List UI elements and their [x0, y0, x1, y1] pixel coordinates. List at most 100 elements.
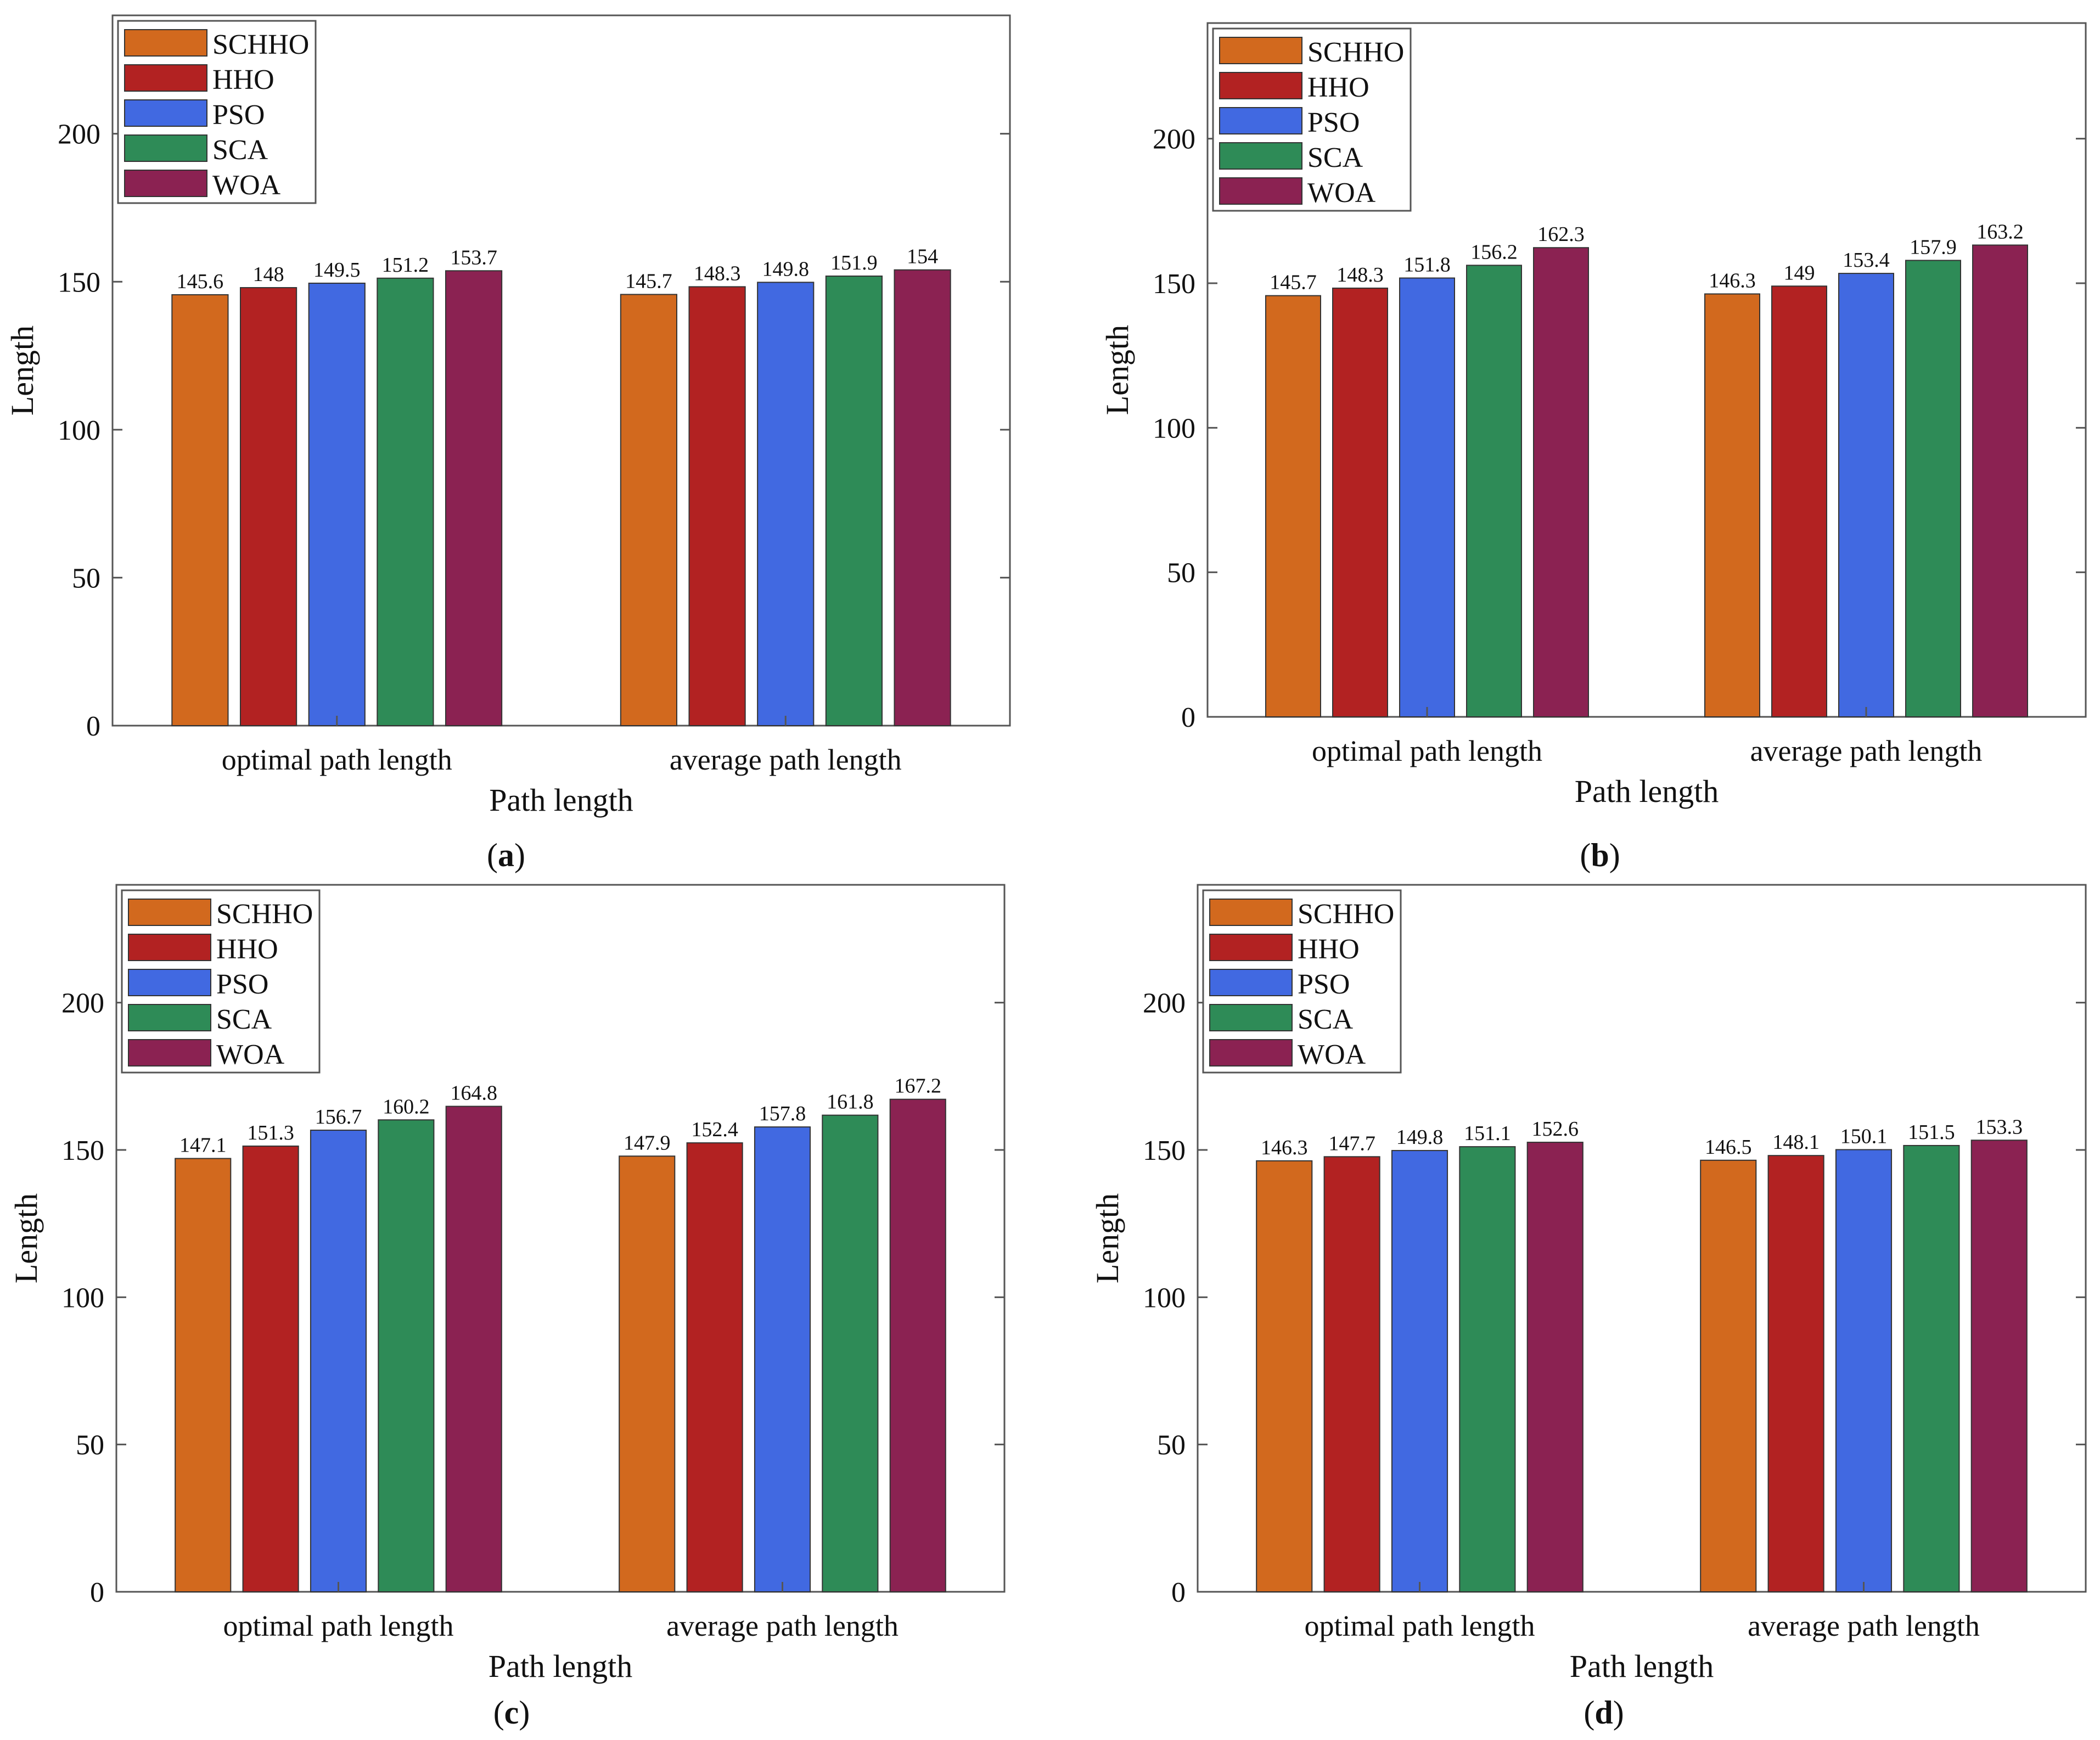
legend-label-schho: SCHHO [1298, 899, 1394, 930]
bar-value-label: 161.8 [827, 1091, 874, 1114]
bar-woa-optimal [445, 270, 503, 726]
legend-label-hho: HHO [216, 934, 278, 965]
x-category-label: average path length [1748, 1609, 1980, 1642]
bar-woa-average [1970, 1140, 2028, 1593]
legend-label-hho: HHO [1307, 72, 1369, 103]
y-tick-label: 0 [86, 711, 100, 742]
bar-pso-optimal [310, 1130, 367, 1592]
bar-sca-average [1903, 1144, 1960, 1592]
bar-pso-optimal [1399, 277, 1455, 717]
y-tick-label: 50 [72, 563, 100, 594]
y-axis-title: Length [1099, 325, 1135, 415]
bar-value-label: 152.6 [1531, 1118, 1579, 1141]
chart-panel-c: 0 50 100 150 200 147.1 151.3 156.7 160.2 164.8 opt… [8, 884, 1006, 1731]
bar-schho-optimal [1256, 1160, 1313, 1592]
x-category-label: average path length [1750, 734, 1983, 767]
bar-value-label: 145.7 [625, 270, 672, 293]
y-tick-label: 0 [1181, 702, 1195, 733]
chart-panel-d: 0 50 100 150 200 146.3 147.7 149.8 151.1 152.6 opt… [1090, 884, 2087, 1731]
bar-hho-average [686, 1142, 743, 1593]
bar-sca-optimal [377, 277, 434, 726]
bar-value-label: 153.3 [1975, 1115, 2023, 1138]
bar-sca-optimal [1459, 1146, 1516, 1592]
y-tick-label: 50 [76, 1430, 104, 1461]
bar-pso-average [1835, 1149, 1893, 1593]
bar-hho-optimal [242, 1146, 299, 1593]
y-tick-label: 200 [1153, 124, 1195, 155]
legend-swatch-schho [128, 899, 211, 926]
bar-hho-average [688, 286, 746, 726]
sub-figure-caption: (b) [1580, 837, 1620, 873]
sub-figure-caption: (d) [1584, 1694, 1624, 1731]
bar-value-label: 167.2 [894, 1075, 941, 1098]
bar-value-label: 149 [1784, 261, 1815, 284]
x-category-label: optimal path length [1305, 1609, 1535, 1642]
legend-swatch-schho [1219, 37, 1302, 64]
bar-hho-optimal [239, 287, 297, 726]
bar-value-label: 146.3 [1709, 269, 1756, 292]
chart-panel-a: 0 50 100 150 200 145.6 148 149.5 151.2 153.7 optim… [4, 14, 1011, 873]
y-tick-label: 0 [90, 1577, 104, 1608]
legend-swatch-sca [1219, 142, 1302, 170]
sub-figure-caption: (a) [487, 837, 525, 873]
legend-label-hho: HHO [212, 64, 274, 96]
legend-label-woa: WOA [1298, 1039, 1366, 1070]
caption-letter: c [504, 1694, 519, 1731]
y-tick-label: 50 [1157, 1430, 1186, 1461]
y-axis-title: Length [1090, 1193, 1125, 1283]
x-category-label: average path length [666, 1609, 899, 1642]
y-tick-label: 150 [1143, 1135, 1186, 1166]
x-category-label: average path length [670, 743, 902, 776]
legend-label-schho: SCHHO [1307, 37, 1404, 68]
bar-value-label: 157.8 [759, 1102, 806, 1125]
bar-pso-optimal [308, 282, 366, 726]
bar-value-label: 164.8 [450, 1082, 497, 1105]
chart-panel-b: 0 50 100 150 200 145.7 148.3 151.8 156.2 162.3 opt… [1099, 22, 2087, 873]
legend-swatch-hho [1219, 72, 1302, 99]
y-tick-label: 150 [58, 267, 100, 298]
bar-woa-average [889, 1098, 946, 1592]
bar-value-label: 151.1 [1464, 1122, 1511, 1145]
legend-swatch-woa [1209, 1039, 1293, 1067]
legend-swatch-pso [124, 99, 207, 127]
bar-value-label: 156.7 [315, 1105, 362, 1129]
legend-swatch-hho [128, 934, 211, 961]
bar-pso-average [1838, 273, 1894, 717]
bar-value-label: 156.2 [1470, 240, 1518, 263]
bar-value-label: 148.1 [1772, 1131, 1820, 1154]
caption-letter: b [1591, 837, 1609, 873]
bar-value-label: 148 [253, 263, 284, 286]
legend-swatch-woa [1219, 177, 1302, 205]
bar-value-label: 146.5 [1705, 1136, 1752, 1159]
bar-hho-optimal [1332, 287, 1388, 717]
bar-sca-average [825, 276, 883, 726]
bar-woa-optimal [1533, 247, 1589, 718]
y-tick-label: 0 [1171, 1577, 1186, 1608]
x-axis-title: Path length [488, 1648, 633, 1684]
legend-label-woa: WOA [212, 170, 281, 201]
x-axis-title: Path length [489, 782, 633, 818]
bar-woa-optimal [445, 1105, 502, 1593]
bar-value-label: 157.9 [1910, 235, 1957, 259]
y-axis-title: Length [8, 1193, 44, 1283]
y-tick-label: 100 [1153, 413, 1195, 444]
legend-label-sca: SCA [1298, 1004, 1354, 1035]
bar-pso-optimal [1391, 1150, 1448, 1592]
bar-value-label: 145.7 [1270, 271, 1317, 294]
bar-value-label: 163.2 [1977, 220, 2024, 243]
bar-woa-optimal [1526, 1142, 1584, 1592]
y-tick-label: 50 [1167, 558, 1195, 589]
bar-value-label: 151.5 [1908, 1121, 1955, 1144]
bar-value-label: 153.7 [450, 246, 497, 269]
legend-label-woa: WOA [1307, 177, 1376, 209]
bar-hho-average [1767, 1155, 1824, 1593]
legend-swatch-schho [1209, 899, 1293, 926]
bar-schho-optimal [1265, 295, 1321, 717]
legend-label-schho: SCHHO [216, 899, 313, 930]
x-category-label: optimal path length [222, 743, 452, 776]
bar-pso-average [754, 1126, 811, 1592]
